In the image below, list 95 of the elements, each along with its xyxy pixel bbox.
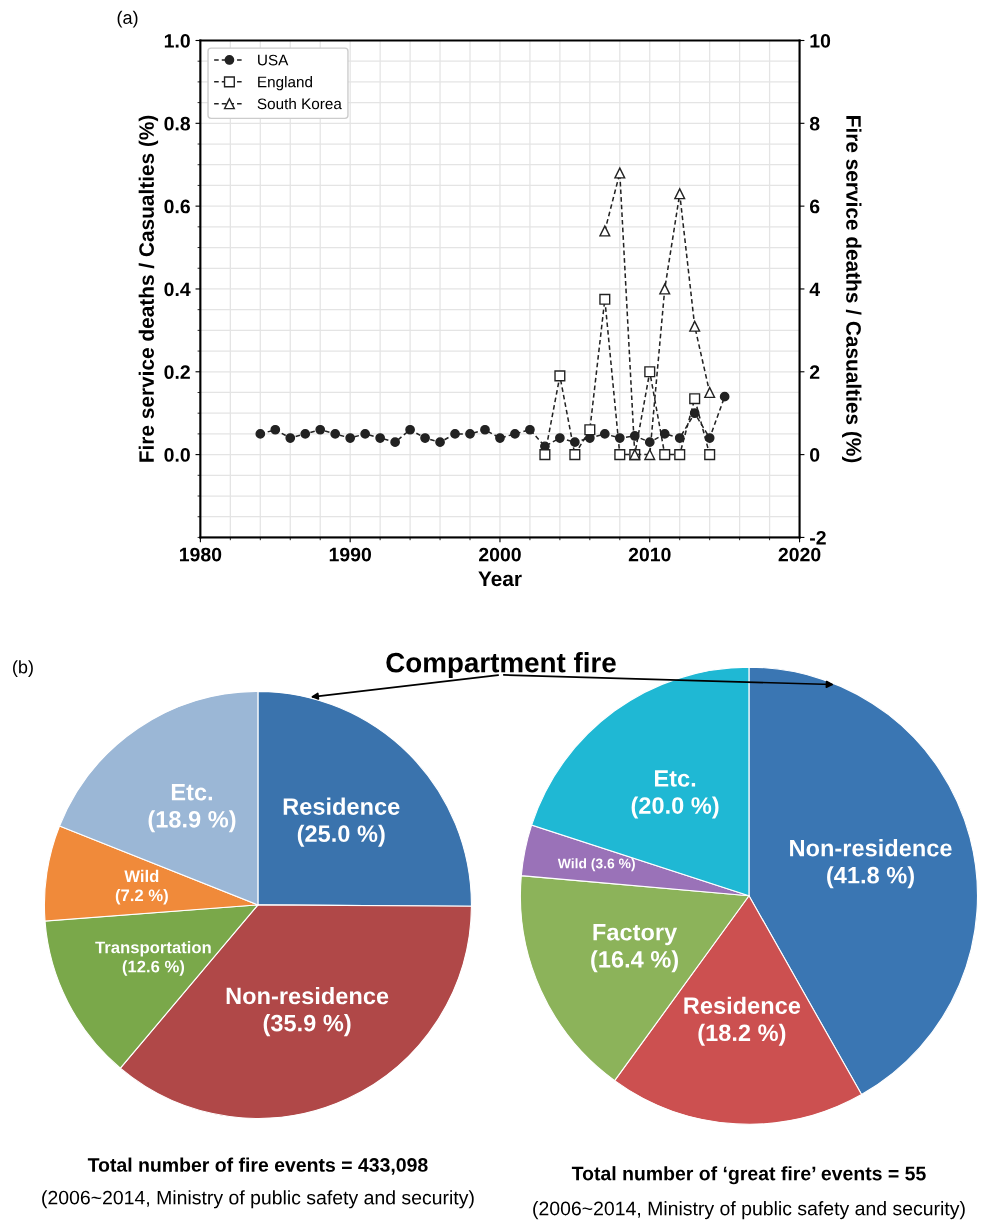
data-label: (20.0 %) — [631, 796, 719, 819]
point — [554, 370, 566, 382]
point — [689, 393, 701, 405]
y-tick-label: 0.2 — [164, 365, 190, 380]
data-label: (35.9 %) — [263, 1014, 351, 1037]
y-tick-label: 0.4 — [164, 282, 191, 297]
point — [704, 386, 716, 399]
point — [555, 433, 565, 443]
data-label: (16.4 %) — [591, 950, 678, 973]
point — [435, 437, 445, 448]
x-tick-label: 1990 — [329, 547, 372, 562]
y-tick-label: 0.6 — [164, 199, 190, 214]
point — [525, 424, 535, 435]
point — [330, 429, 341, 439]
point — [644, 449, 656, 461]
point — [420, 433, 430, 443]
slice-label: Residence — [283, 797, 400, 815]
point — [570, 437, 580, 448]
slice-label: Non-residence — [790, 839, 952, 857]
data-label: (7.2 %) — [115, 889, 168, 905]
point — [614, 433, 625, 443]
x-axis-title: Year — [478, 571, 522, 587]
slice-label: Factory — [593, 924, 678, 946]
point — [674, 449, 686, 461]
slice-label: Transportation — [95, 941, 211, 957]
y2-tick-label: 8 — [809, 116, 820, 131]
point — [689, 320, 701, 332]
x-tick-label: 2000 — [479, 547, 521, 562]
point — [644, 366, 656, 378]
y2-tick-label: -2 — [810, 530, 826, 545]
text: Compartment fire — [386, 652, 616, 678]
y2-tick-label: 4 — [809, 282, 820, 296]
point — [345, 433, 356, 443]
point — [390, 437, 400, 448]
point — [375, 433, 385, 443]
y2-tick-label: 0 — [810, 448, 820, 462]
point — [704, 433, 715, 443]
point — [584, 424, 596, 436]
legend-label: South Korea — [257, 98, 342, 110]
point — [719, 391, 730, 402]
point — [614, 167, 626, 179]
slice-label: Wild — [124, 869, 159, 883]
point — [674, 433, 685, 443]
data-label: (41.8 %) — [827, 866, 914, 889]
point — [704, 449, 716, 461]
point — [255, 429, 266, 439]
y-axis-title: Fire service deaths / Casualties (%) — [138, 115, 159, 462]
x-tick-label: 2020 — [778, 547, 821, 562]
text: Total number of ‘great fire’ events = 55 — [571, 1166, 926, 1185]
slice-label: Non-residence — [226, 986, 389, 1005]
point — [659, 449, 671, 461]
y-tick-label: 1.0 — [164, 33, 190, 48]
chart-title: (a) — [117, 10, 138, 28]
point — [300, 429, 311, 439]
point — [569, 449, 581, 461]
y2-tick-label: 6 — [809, 199, 820, 214]
slice-label: Residence — [684, 996, 801, 1014]
y2-axis-title: Fire service deaths / Casualties (%) — [842, 116, 862, 463]
point — [599, 225, 611, 237]
point — [539, 449, 551, 461]
point — [405, 424, 415, 435]
x-tick-label: 2010 — [628, 547, 671, 562]
data-label: (25.0 %) — [297, 824, 385, 847]
point — [659, 283, 671, 295]
data-label: (18.2 %) — [698, 1023, 786, 1046]
point — [495, 433, 505, 443]
legend-label: USA — [258, 54, 289, 66]
y-tick-label: 0.8 — [164, 116, 191, 131]
point — [659, 429, 670, 439]
point — [315, 424, 326, 435]
text: Total number of fire events = 433,098 — [87, 1157, 428, 1175]
text: (2006~2014, Ministry of public safety and security) — [533, 1201, 965, 1220]
y2-tick-label: 10 — [810, 33, 831, 48]
point — [599, 429, 610, 439]
point — [480, 424, 490, 435]
point — [270, 424, 281, 435]
x-tick-label: 1980 — [179, 547, 222, 562]
data-label: (12.6 %) — [122, 960, 185, 976]
point — [674, 188, 686, 200]
slice-label: Wild (3.6 %) — [557, 858, 635, 872]
y-tick-label: 0.0 — [164, 448, 190, 462]
y2-tick-label: 2 — [809, 365, 820, 379]
text: (2006~2014, Ministry of public safety and security) — [42, 1190, 474, 1209]
point — [614, 449, 626, 461]
slice-label: Etc. — [171, 784, 213, 801]
point — [360, 429, 371, 439]
point — [285, 433, 296, 443]
point — [450, 429, 460, 439]
legend-label: England — [258, 76, 312, 91]
data-label: (18.9 %) — [148, 810, 236, 833]
point — [465, 429, 475, 439]
point — [510, 429, 520, 439]
chart-title: (b) — [13, 660, 33, 677]
slice-label: Etc. — [655, 770, 696, 787]
point — [599, 293, 611, 305]
